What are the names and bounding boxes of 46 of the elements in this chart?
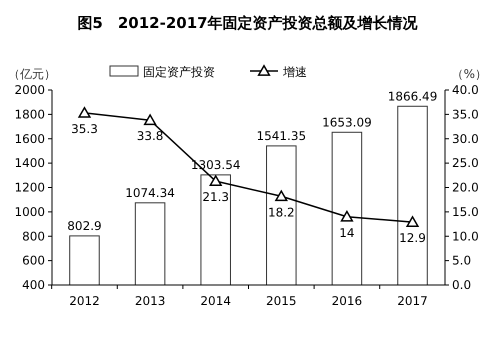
y2-axis-title: （%） [452, 67, 487, 81]
x-tick-label: 2012 [69, 294, 100, 308]
data-label: 14 [339, 226, 355, 240]
data-label: 802.9 [67, 218, 102, 233]
data-label: 1653.09 [322, 115, 372, 130]
y-tick-label: 800 [22, 229, 45, 244]
y2-tick-label: 25.0 [452, 156, 479, 170]
point [78, 106, 91, 118]
point [275, 190, 288, 202]
y-tick-label: 1200 [14, 180, 45, 194]
data-label: 1541.35 [256, 128, 306, 143]
x-tick-label: 2013 [134, 294, 166, 308]
y-tick-label: 1800 [14, 107, 45, 122]
data-label: 1074.34 [125, 186, 175, 200]
y-tick-label: 2000 [14, 83, 45, 97]
y-tick-label: 1600 [14, 132, 45, 146]
point [210, 175, 222, 186]
y-tick-label: 400 [22, 278, 45, 292]
point [144, 114, 156, 126]
x-tick-label: 2016 [332, 294, 362, 308]
point [340, 210, 354, 222]
y-tick-label: 1000 [14, 204, 45, 219]
x-tick-label: 2014 [200, 294, 231, 308]
y2-tick-label: 5.0 [452, 254, 472, 268]
data-label: 12.9 [399, 231, 426, 246]
x-tick-label: 2017 [397, 294, 428, 308]
point [406, 216, 419, 227]
y2-tick-label: 15.0 [452, 204, 479, 219]
legend-label: 增速 [282, 65, 307, 79]
data-label: 1866.49 [388, 89, 438, 104]
y2-tick-label: 35.0 [452, 107, 479, 122]
y2-tick-label: 40.0 [452, 83, 479, 97]
y2-tick-label: 0.0 [452, 278, 472, 292]
legend-label: 固定资产投资 [143, 65, 215, 79]
data-label: 35.3 [71, 122, 98, 136]
y-axis-title: （亿元） [8, 67, 56, 81]
y-tick-label: 1400 [14, 156, 45, 170]
y2-tick-label: 30.0 [452, 132, 479, 146]
data-label: 21.3 [202, 190, 230, 204]
chart-title: 图5 2012-2017年固定资产投资总额及增长情况 [77, 14, 419, 32]
y-tick-label: 600 [22, 254, 45, 268]
x-tick-label: 2015 [266, 294, 297, 308]
data-label: 18.2 [268, 205, 295, 220]
data-label: 33.8 [136, 129, 164, 144]
y2-tick-label: 20.0 [452, 180, 479, 194]
y2-tick-label: 10.0 [452, 229, 479, 244]
